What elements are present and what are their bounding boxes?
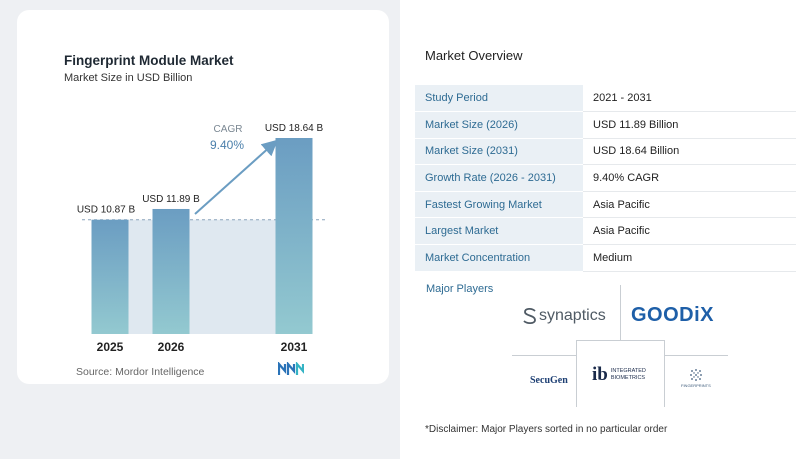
overview-row: Growth Rate (2026 - 2031) 9.40% CAGR [415, 164, 796, 192]
bar-value-label: USD 10.87 B [77, 205, 136, 216]
row-key: Fastest Growing Market [415, 191, 583, 219]
row-key: Growth Rate (2026 - 2031) [415, 164, 583, 192]
row-key: Market Size (2031) [415, 138, 583, 166]
overview-row: Study Period 2021 - 2031 [415, 85, 796, 113]
grid-divider [576, 340, 577, 407]
synaptics-logo: synaptics [522, 307, 606, 325]
grid-divider [620, 285, 621, 341]
overview-title: Market Overview [425, 48, 523, 63]
x-tick-label: 2031 [281, 340, 308, 354]
grid-divider [664, 355, 728, 356]
fingerprints-wordmark: FINGERPRINTS [681, 383, 711, 388]
cagr-value: 9.40% [210, 138, 244, 152]
grid-divider [664, 340, 665, 407]
row-value: 2021 - 2031 [583, 85, 796, 113]
source-text: Source: Mordor Intelligence [76, 366, 205, 378]
row-value: Medium [583, 244, 796, 272]
row-value: Asia Pacific [583, 191, 796, 219]
row-key: Market Concentration [415, 244, 583, 272]
row-key: Study Period [415, 85, 583, 113]
chart-title: Fingerprint Module Market [64, 53, 234, 68]
bar [152, 208, 190, 334]
bar-value-label: USD 11.89 B [142, 194, 200, 205]
overview-row: Market Size (2026) USD 11.89 Billion [415, 111, 796, 139]
grid-divider [512, 355, 576, 356]
fingerprint-icon [689, 369, 702, 381]
disclaimer-text: *Disclaimer: Major Players sorted in no … [425, 424, 668, 435]
overview-row: Largest Market Asia Pacific [415, 217, 796, 246]
integrated-biometrics-logo: ib INTEGRATED BIOMETRICS [592, 364, 646, 386]
overview-row: Market Size (2031) USD 18.64 Billion [415, 138, 796, 166]
synaptics-mark-icon [523, 307, 536, 325]
reference-band [110, 219, 294, 334]
row-value: 9.40% CAGR [583, 164, 796, 192]
row-value: Asia Pacific [583, 217, 796, 246]
secugen-logo: SecuGen [530, 375, 568, 386]
major-players-title: Major Players [426, 283, 494, 295]
ib-mark: ib [592, 364, 608, 385]
synaptics-wordmark: synaptics [539, 307, 606, 324]
grid-divider [576, 340, 665, 341]
x-tick-label: 2026 [158, 340, 185, 354]
x-tick-label: 2025 [97, 340, 124, 354]
cagr-label: CAGR [214, 124, 243, 135]
goodix-logo: GOODiX [631, 304, 715, 326]
overview-row: Market Concentration Medium [415, 244, 796, 272]
bar-value-label: USD 18.64 B [265, 123, 324, 134]
bar [91, 219, 129, 334]
bar [275, 138, 313, 334]
mordor-logo-icon [278, 362, 304, 375]
overview-row: Fastest Growing Market Asia Pacific [415, 191, 796, 219]
row-value: USD 11.89 Billion [583, 111, 796, 139]
row-key: Market Size (2026) [415, 111, 583, 139]
cagr-arrow [194, 139, 278, 215]
row-value: USD 18.64 Billion [583, 138, 796, 166]
chart-subtitle: Market Size in USD Billion [64, 72, 193, 84]
fingerprints-logo: FINGERPRINTS [681, 368, 711, 388]
overview-table: Study Period 2021 - 2031 Market Size (202… [415, 85, 796, 272]
market-size-chart: USD 10.87 B 2025 USD 11.89 B 2026 USD 18.64 … [77, 123, 326, 354]
ib-text-line-2: BIOMETRICS [610, 375, 646, 381]
ib-text-line-1: INTEGRATED [610, 368, 646, 374]
row-key: Largest Market [415, 217, 583, 246]
